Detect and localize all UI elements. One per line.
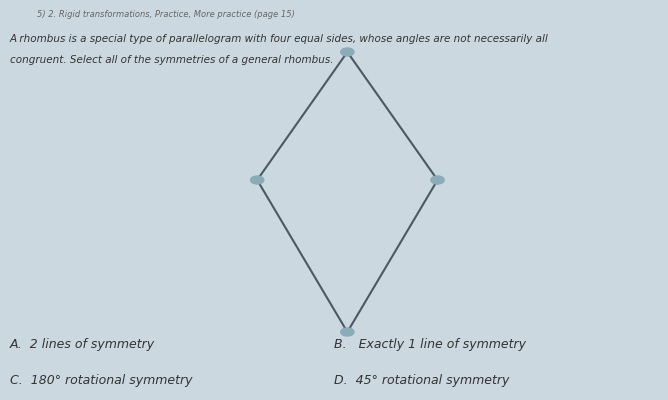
Text: C.  180° rotational symmetry: C. 180° rotational symmetry <box>10 374 192 387</box>
Circle shape <box>341 48 354 56</box>
Text: B.   Exactly 1 line of symmetry: B. Exactly 1 line of symmetry <box>334 338 526 351</box>
Circle shape <box>341 328 354 336</box>
Circle shape <box>250 176 264 184</box>
Text: congruent. Select all of the symmetries of a general rhombus.: congruent. Select all of the symmetries … <box>10 55 333 65</box>
Text: A.  2 lines of symmetry: A. 2 lines of symmetry <box>10 338 155 351</box>
Text: 5) 2. Rigid transformations, Practice, More practice (page 15): 5) 2. Rigid transformations, Practice, M… <box>37 10 295 19</box>
Circle shape <box>431 176 444 184</box>
Text: D.  45° rotational symmetry: D. 45° rotational symmetry <box>334 374 510 387</box>
Text: A rhombus is a special type of parallelogram with four equal sides, whose angles: A rhombus is a special type of parallelo… <box>10 34 549 44</box>
